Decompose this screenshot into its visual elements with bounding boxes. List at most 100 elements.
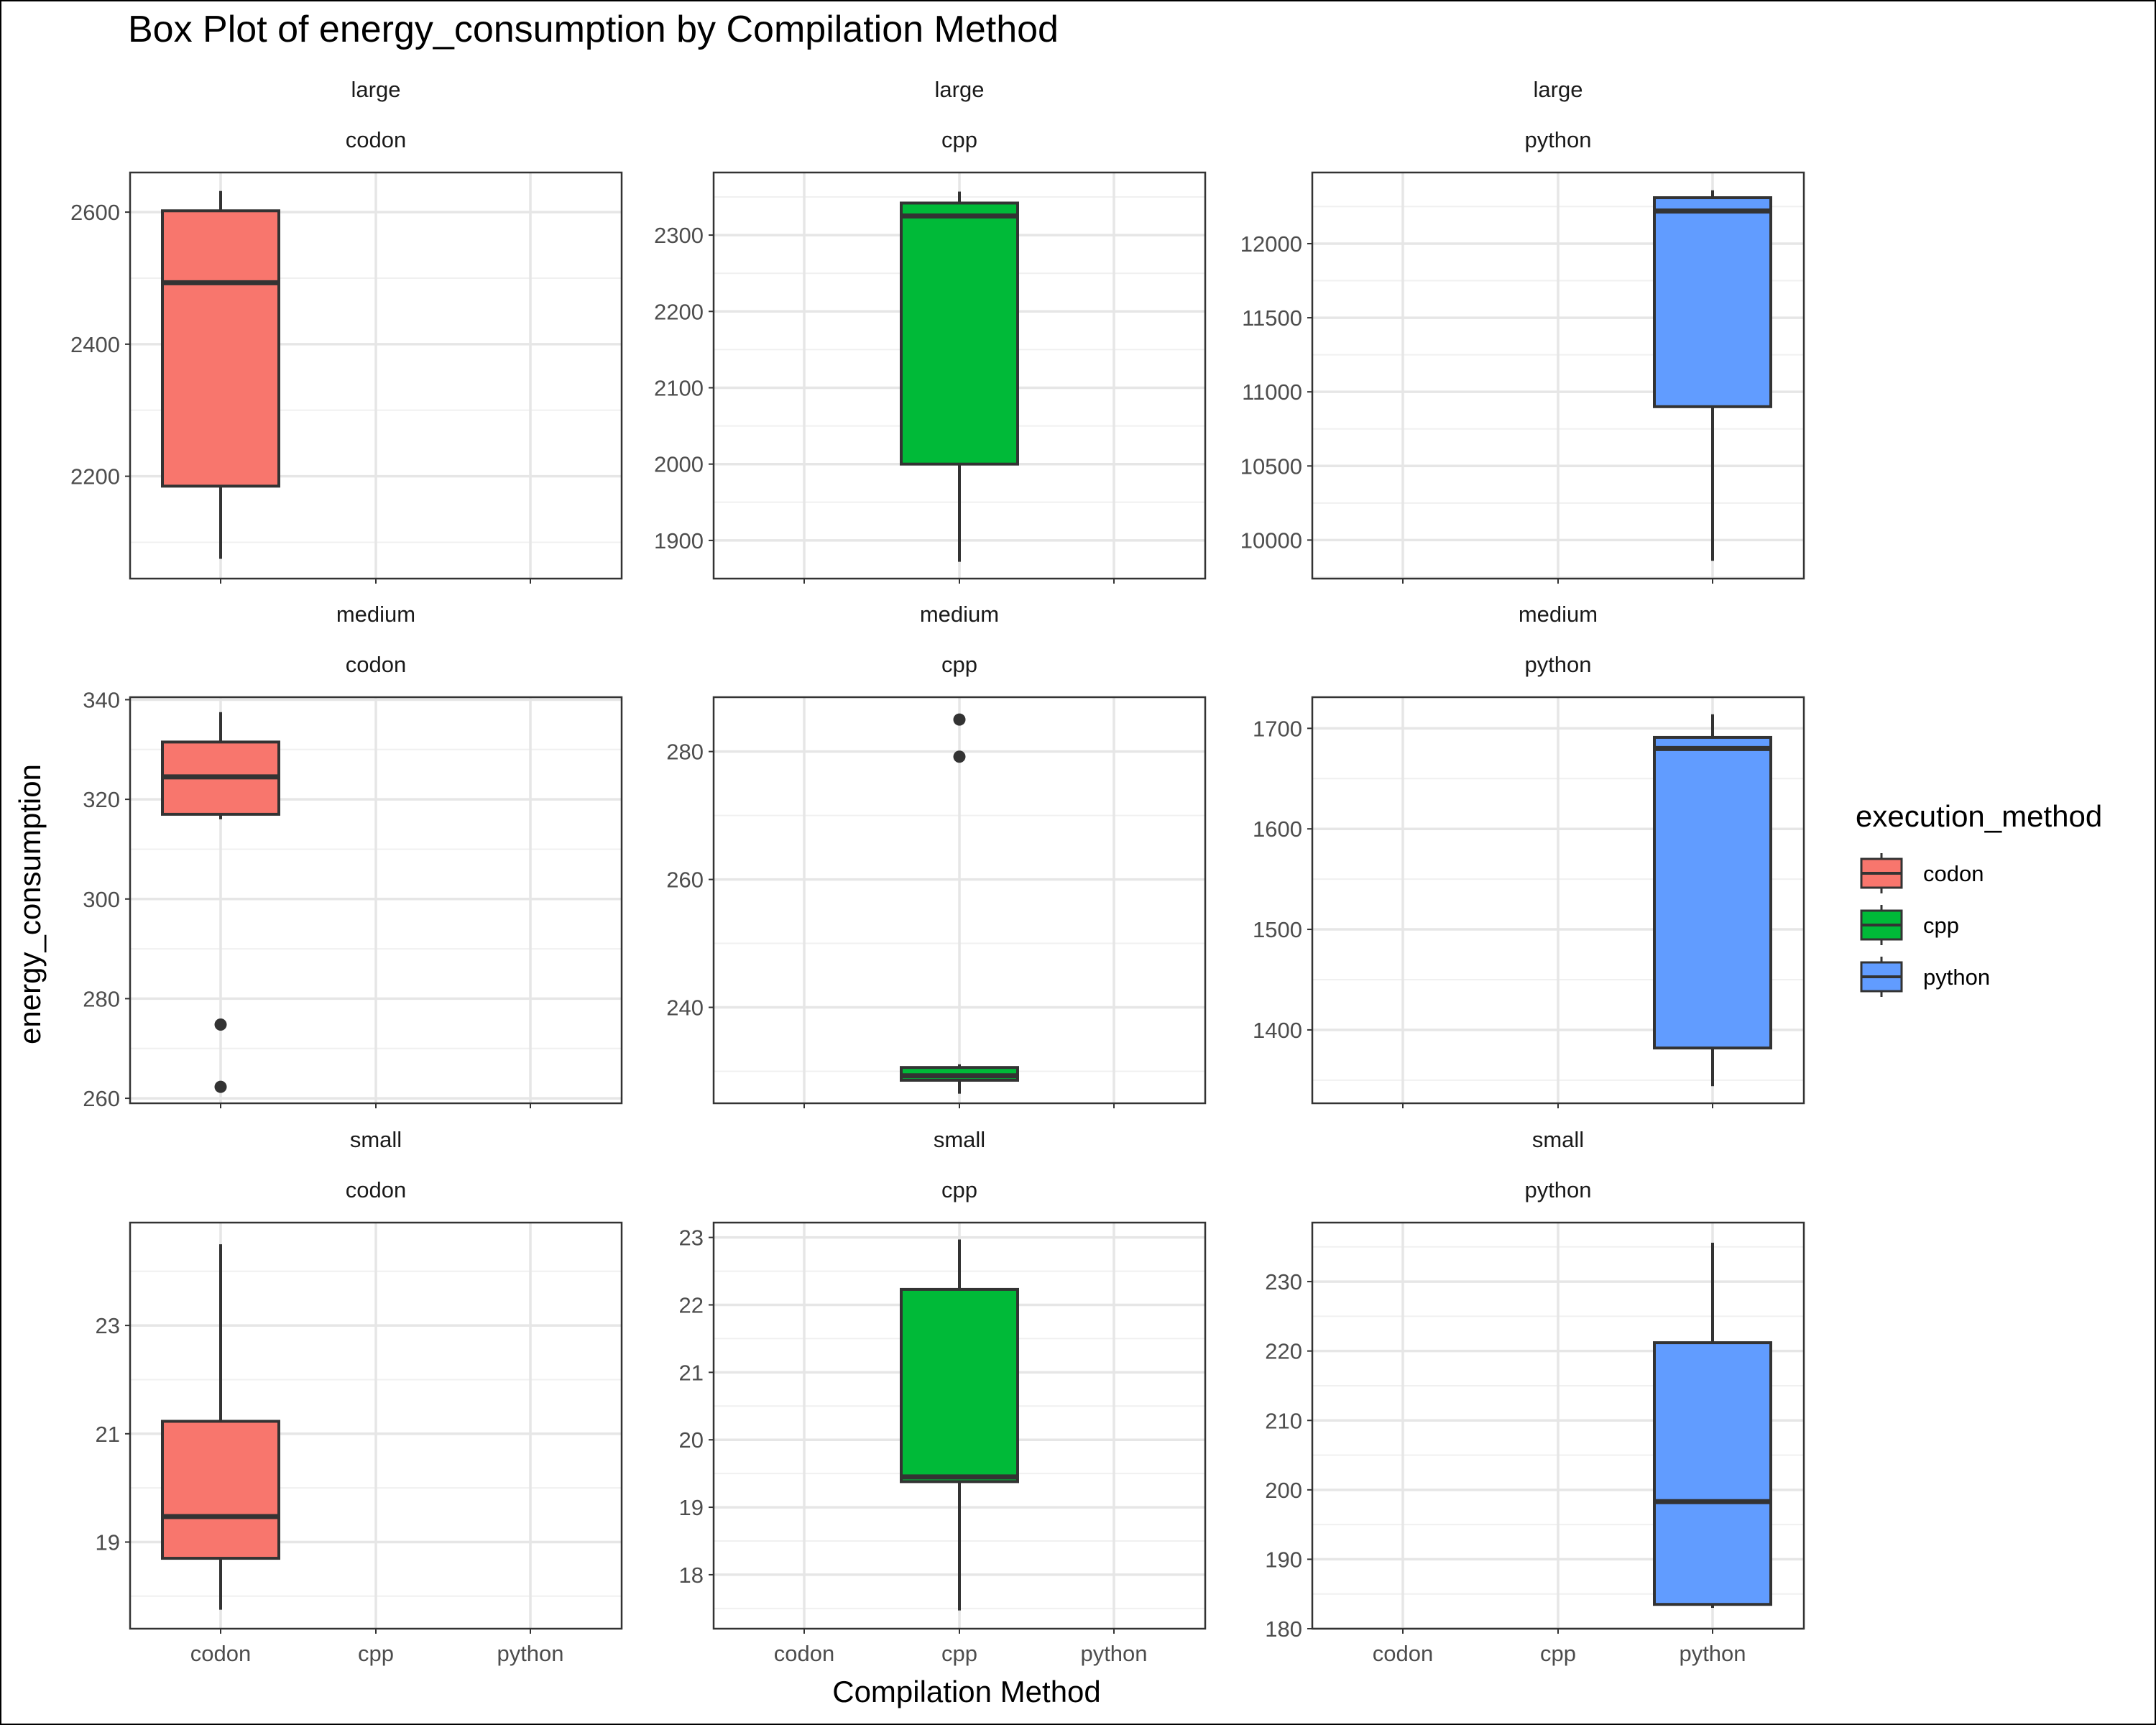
y-tick-label: 230 [1265,1269,1302,1294]
strip-label-method: python [1524,1177,1591,1202]
facet-panel-large-codon: large codon 2200 2400 2600 [70,77,623,584]
facet-panel-medium-cpp: medium cpp 240 260 280 [666,602,1207,1108]
y-tick-label: 2200 [654,299,704,324]
outlier-point [953,713,966,726]
y-tick-label: 180 [1265,1616,1302,1642]
y-axis-title: energy_consumption [13,764,47,1044]
strip-label-size: large [1534,77,1583,102]
facet-panel-small-python: small python 180 190 200 210 220 230 codon cpp pyt… [1265,1127,1805,1666]
y-tick-label: 2100 [654,375,704,400]
x-tick-label: python [497,1641,563,1666]
facet-panel-medium-codon: medium codon 260 280 300 320 340 [83,602,623,1111]
strip-label-size: medium [1519,602,1598,627]
y-tick-label: 210 [1265,1408,1302,1433]
box-iqr [900,1287,1019,1484]
y-tick-label: 1500 [1253,917,1302,942]
y-tick-label: 19 [96,1530,120,1555]
x-tick-label: cpp [1540,1641,1576,1666]
box-iqr [161,209,280,488]
y-tick-label: 2200 [70,464,120,489]
y-tick-label: 22 [679,1293,704,1318]
y-tick-label: 260 [83,1086,120,1111]
y-tick-label: 19 [679,1495,704,1520]
strip-label-size: medium [336,602,415,627]
strip-label-size: large [351,77,401,102]
y-tick-label: 200 [1265,1478,1302,1503]
box-iqr [1653,1341,1772,1606]
strip-label-size: small [1532,1127,1584,1152]
x-tick-label: python [1679,1641,1746,1666]
y-tick-label: 220 [1265,1339,1302,1364]
box-iqr [1653,735,1772,1050]
y-tick-label: 21 [96,1422,120,1447]
strip-label-method: python [1524,652,1591,677]
strip-label-method: cpp [941,652,977,677]
y-tick-label: 2400 [70,332,120,357]
facet-panel-large-python: large python 10000 10500 11000 11500 12000 [1240,77,1805,584]
y-tick-label: 340 [83,687,120,712]
legend: execution_method codon cpp python [1856,799,2102,997]
outlier-point [214,1018,227,1031]
y-tick-label: 300 [83,887,120,912]
facet-panel-large-cpp: large cpp 1900 2000 2100 2200 2300 [654,77,1207,584]
legend-label: codon [1923,861,1984,886]
strip-label-size: large [935,77,985,102]
legend-item-python: python [1860,957,1990,997]
facet-panel-small-cpp: small cpp 18 19 20 21 22 23 codon cpp python [679,1127,1207,1666]
x-tick-label: codon [190,1641,251,1666]
y-tick-label: 280 [83,986,120,1011]
y-tick-label: 23 [679,1225,704,1251]
y-tick-label: 1400 [1253,1018,1302,1043]
strip-label-method: python [1524,127,1591,152]
strip-label-size: medium [920,602,999,627]
y-tick-label: 1600 [1253,816,1302,842]
y-tick-label: 20 [679,1427,704,1453]
strip-label-method: cpp [941,1177,977,1202]
legend-item-codon: codon [1860,853,1984,893]
y-tick-label: 18 [679,1563,704,1588]
y-tick-label: 2600 [70,200,120,225]
x-tick-label: codon [774,1641,834,1666]
strip-label-size: small [934,1127,985,1152]
x-tick-label: python [1080,1641,1147,1666]
box-iqr [161,1420,280,1560]
y-tick-label: 280 [666,740,704,765]
y-tick-label: 1900 [654,528,704,553]
box-iqr [1653,196,1772,408]
strip-label-method: codon [346,1177,406,1202]
x-axis-title: Compilation Method [832,1675,1101,1708]
x-tick-label: cpp [358,1641,394,1666]
chart-title: Box Plot of energy_consumption by Compil… [128,9,1059,50]
facet-panel-medium-python: medium python 1400 1500 1600 1700 [1253,602,1805,1108]
facet-panels: large codon 2200 2400 2600 large cpp 1900 2000 21… [70,77,1805,1666]
y-tick-label: 21 [679,1360,704,1385]
legend-title: execution_method [1856,799,2102,833]
strip-label-method: cpp [941,127,977,152]
y-tick-label: 1700 [1253,716,1302,741]
y-tick-label: 12000 [1240,231,1302,257]
y-tick-label: 2000 [654,452,704,477]
outlier-point [953,750,966,763]
y-tick-label: 11000 [1242,380,1302,405]
box-iqr [900,201,1019,466]
y-tick-label: 240 [666,995,704,1021]
y-tick-label: 2300 [654,223,704,248]
outlier-point [214,1080,227,1093]
y-tick-label: 320 [83,787,120,812]
x-tick-label: codon [1373,1641,1433,1666]
facet-panel-small-codon: small codon 19 21 23 codon cpp python [96,1127,623,1666]
y-tick-label: 10500 [1240,454,1302,479]
y-tick-label: 190 [1265,1547,1302,1572]
legend-label: cpp [1923,913,1959,938]
strip-label-method: codon [346,127,406,152]
y-tick-label: 10000 [1240,528,1302,553]
x-tick-label: cpp [941,1641,977,1666]
strip-label-size: small [350,1127,402,1152]
y-tick-label: 260 [666,868,704,893]
legend-item-cpp: cpp [1860,905,1959,945]
y-tick-label: 11500 [1242,305,1302,331]
strip-label-method: codon [346,652,406,677]
